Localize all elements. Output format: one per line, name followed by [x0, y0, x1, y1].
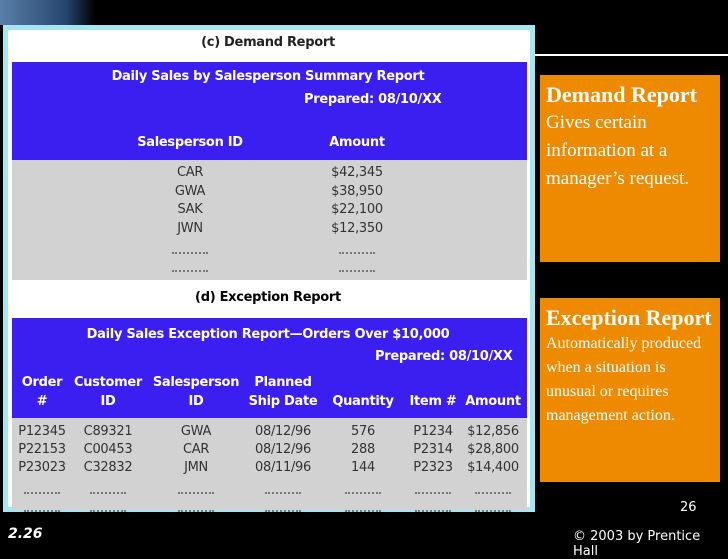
placeholder-dots — [339, 252, 375, 254]
cell: P2323 — [413, 460, 453, 475]
placeholder-dots — [172, 252, 208, 254]
cell: CAR — [176, 165, 204, 180]
placeholder-dots — [415, 510, 451, 512]
placeholder-dots — [475, 510, 511, 512]
placeholder-dots — [24, 510, 60, 512]
cell: C00453 — [83, 442, 133, 457]
cell: $28,800 — [467, 442, 519, 457]
cell: GWA — [180, 424, 212, 439]
callout-exception: Exception Report Automatically produced … — [540, 298, 720, 482]
cell: 08/12/96 — [255, 424, 311, 439]
cell: P23023 — [18, 460, 66, 475]
cell: $14,400 — [467, 460, 519, 475]
report-heading: (d) Exception Report — [195, 290, 341, 305]
cell: P12345 — [18, 424, 66, 439]
column-header: Amount — [329, 135, 385, 150]
column-header: Salesperson — [152, 375, 240, 390]
cell: CAR — [182, 442, 210, 457]
column-header: Order — [21, 375, 63, 390]
cell: P1234 — [413, 424, 453, 439]
placeholder-dots — [415, 492, 451, 494]
cell: $38,950 — [331, 183, 383, 199]
column-header: # — [36, 394, 48, 409]
demand-gray — [12, 160, 527, 280]
placeholder-dots — [475, 492, 511, 494]
cell: C89321 — [83, 424, 133, 439]
slide-label: 2.26 — [8, 526, 43, 542]
callout-title: Exception Report — [546, 305, 712, 330]
report-title: Daily Sales by Salesperson Summary Repor… — [111, 69, 425, 84]
exception-blue — [12, 318, 527, 418]
column-header: ID — [100, 394, 116, 409]
callout-title: Demand Report — [546, 82, 697, 107]
column-header: Amount — [465, 394, 521, 409]
page-number: 26 — [680, 500, 697, 515]
report-prepared: Prepared: 08/10/XX — [304, 92, 442, 107]
demand-blue — [12, 62, 527, 160]
cell: 576 — [351, 424, 375, 439]
column-header: Quantity — [332, 394, 394, 409]
cell: $12,856 — [467, 424, 519, 439]
placeholder-dots — [24, 492, 60, 494]
exception-gray — [12, 418, 527, 510]
cell: $12,350 — [331, 220, 383, 236]
cell: P22153 — [18, 442, 66, 457]
placeholder-dots — [265, 510, 301, 512]
column-header: Salesperson ID — [137, 135, 243, 150]
placeholder-dots — [178, 510, 214, 512]
callout-demand: Demand Report Gives certain information … — [540, 75, 720, 262]
placeholder-dots — [90, 510, 126, 512]
column-header: Customer — [73, 375, 143, 390]
placeholder-dots — [339, 270, 375, 272]
cell: 08/12/96 — [255, 442, 311, 457]
report-title: Daily Sales Exception Report—Orders Over… — [86, 327, 450, 342]
cell: 08/11/96 — [255, 460, 311, 475]
column-header: Planned — [254, 375, 312, 390]
placeholder-dots — [265, 492, 301, 494]
column-header: Ship Date — [248, 394, 318, 409]
placeholder-dots — [178, 492, 214, 494]
placeholder-dots — [345, 510, 381, 512]
globe-corner — [0, 0, 95, 25]
cell: P2314 — [413, 442, 453, 457]
cell: JMN — [184, 460, 208, 475]
header-rule — [533, 54, 728, 56]
cell: SAK — [177, 202, 203, 217]
cell: 288 — [351, 442, 375, 457]
column-header: ID — [188, 394, 204, 409]
report-heading: (c) Demand Report — [201, 35, 335, 50]
placeholder-dots — [90, 492, 126, 494]
placeholder-dots — [345, 492, 381, 494]
column-header: Item # — [409, 394, 457, 409]
report-prepared: Prepared: 08/10/XX — [375, 349, 513, 364]
placeholder-dots — [172, 270, 208, 272]
copyright: © 2003 by Prentice Hall — [573, 529, 701, 559]
callout-text: Gives certain information at a manager’s… — [546, 112, 690, 189]
cell: JWN — [177, 220, 203, 236]
cell: $22,100 — [331, 202, 383, 217]
cell: 144 — [351, 460, 375, 475]
callout-text: Automatically produced when a situation … — [546, 335, 702, 424]
cell: C32832 — [83, 460, 133, 475]
cell: $42,345 — [331, 165, 383, 180]
cell: GWA — [174, 183, 206, 199]
